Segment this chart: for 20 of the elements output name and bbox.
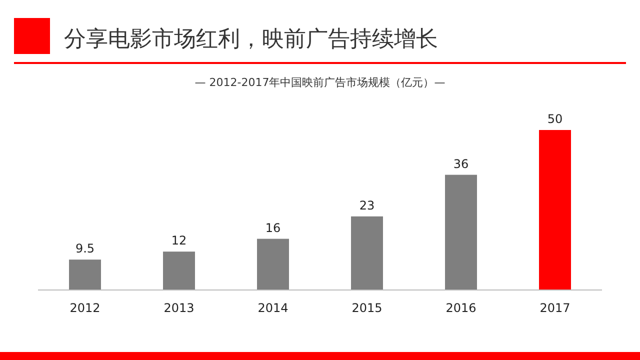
x-tick-label: 2016 [446,301,476,315]
bar [445,174,477,290]
x-tick-label: 2015 [352,301,382,315]
data-label: 50 [547,112,563,126]
x-tick-label: 2017 [540,301,570,315]
data-label: 9.5 [75,242,95,256]
chart-subtitle: — 2012-2017年中国映前广告市场规模（亿元）— [194,76,446,89]
data-label: 36 [453,156,469,171]
bar [351,216,383,290]
bar [539,130,571,290]
data-label: 23 [359,198,375,212]
data-label: 16 [265,220,281,235]
chart-title: 分享电影市场红利，映前广告持续增长 [64,27,438,52]
x-tick-label: 2013 [164,301,194,315]
bar [257,238,289,290]
data-label: 12 [171,234,187,248]
x-tick-label: 2014 [258,301,288,315]
bar [163,252,195,290]
x-tick-label: 2012 [70,301,100,315]
bar [69,260,101,290]
